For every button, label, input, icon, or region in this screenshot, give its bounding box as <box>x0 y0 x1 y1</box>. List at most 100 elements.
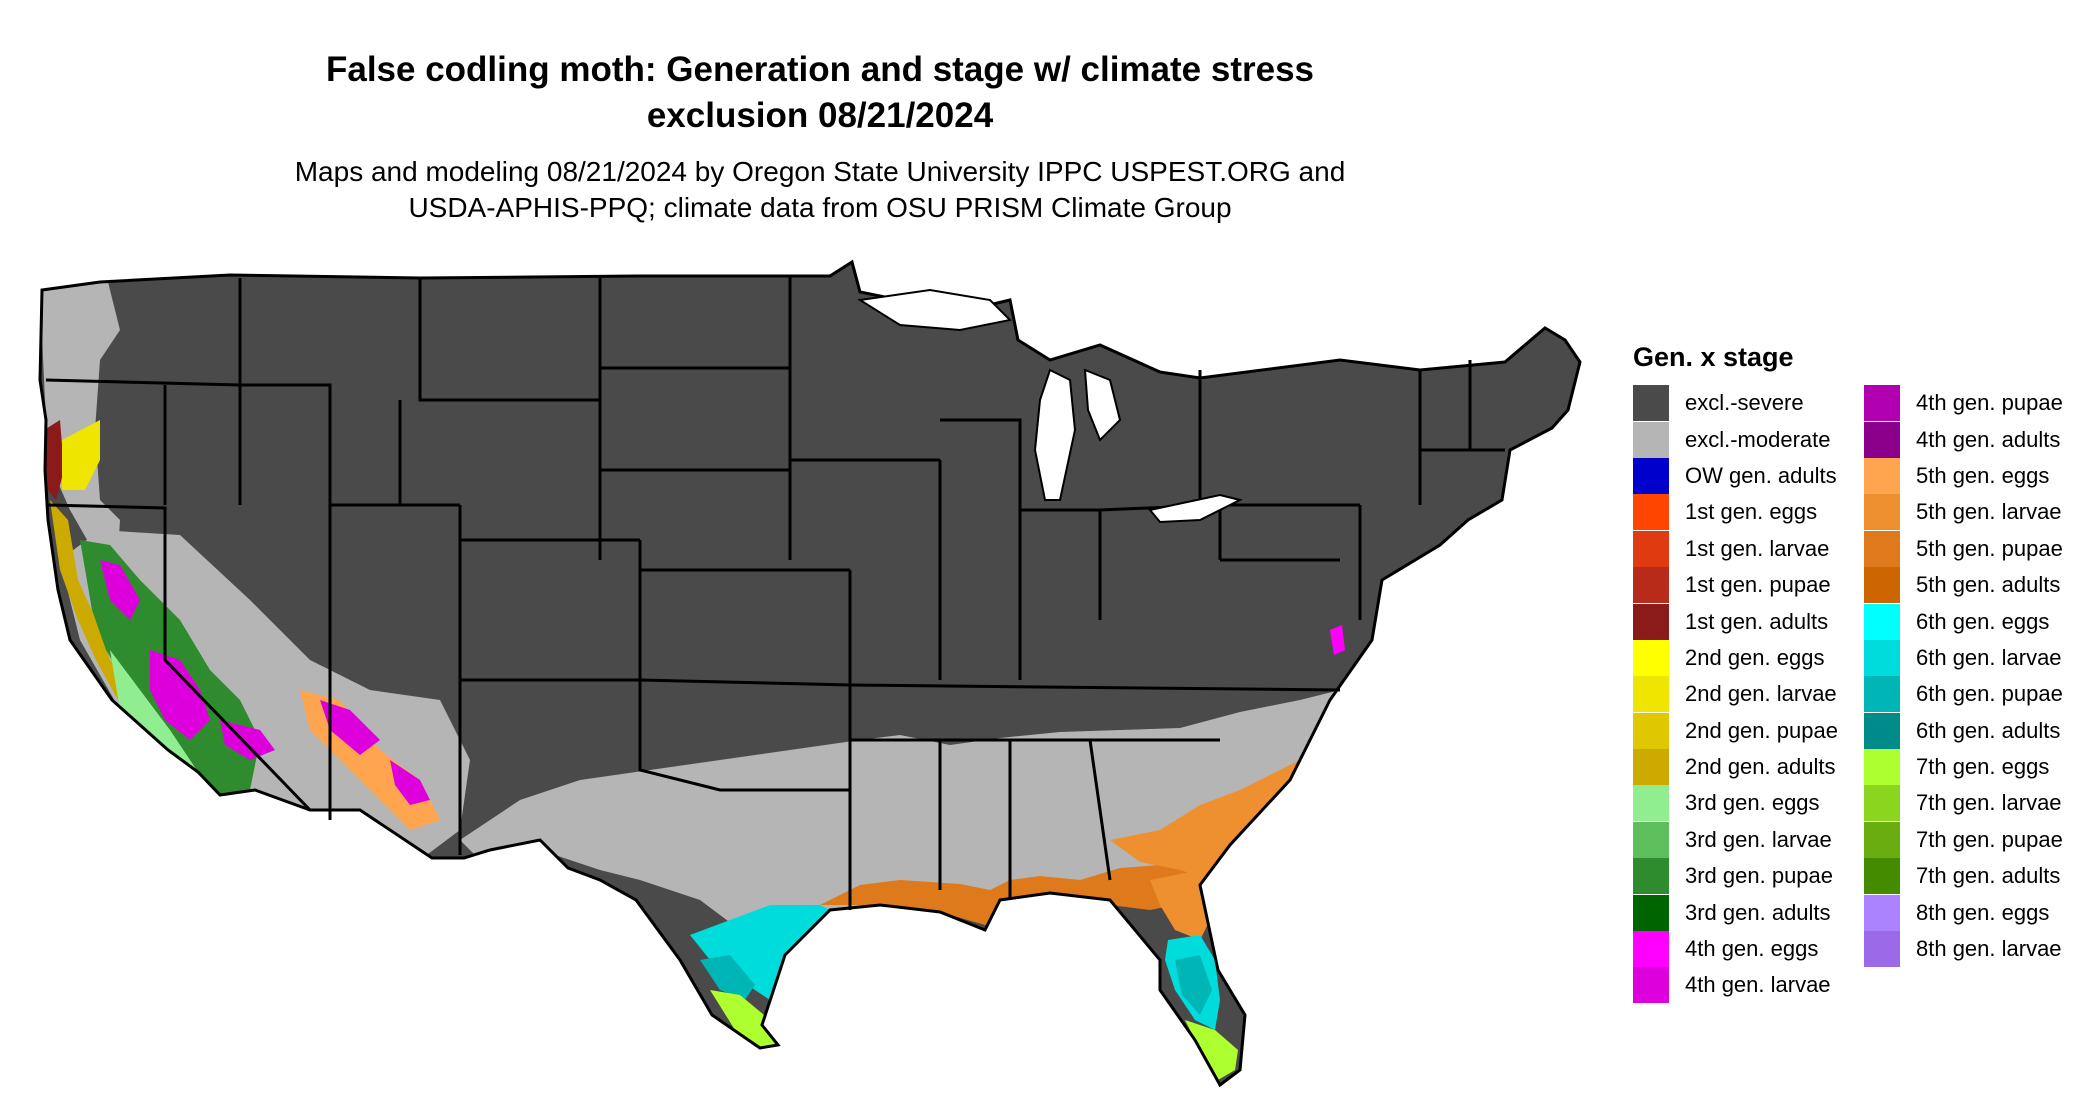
conus-map <box>38 259 1582 1088</box>
zone-gen4-eggs-chesapeake <box>1330 625 1345 655</box>
legend-label: excl.-severe <box>1685 390 1804 416</box>
zone-excl-moderate-south <box>460 690 1362 950</box>
legend-item: excl.-moderate <box>1633 421 1838 458</box>
map-title-line2: exclusion 08/21/2024 <box>646 96 994 135</box>
legend-label: 7th gen. pupae <box>1916 826 2063 852</box>
legend-label: 5th gen. pupae <box>1916 535 2063 561</box>
legend-label: OW gen. adults <box>1685 462 1837 488</box>
legend-swatch <box>1864 676 1900 713</box>
legend-label: 6th gen. pupae <box>1916 681 2063 707</box>
zone-gen3-eggs-ca <box>110 650 200 790</box>
zone-gen4-larvae-sonoran <box>390 760 430 805</box>
legend-swatch <box>1633 603 1669 640</box>
zone-gen5-pupae-gulf <box>820 865 1210 925</box>
legend-swatch <box>1864 785 1900 822</box>
legend-item: 7th gen. adults <box>1864 858 2063 895</box>
zone-gen4-larvae-arizona <box>320 700 380 755</box>
legend-label: 6th gen. adults <box>1916 717 2061 743</box>
legend-label: 5th gen. eggs <box>1916 462 2050 488</box>
legend-swatch <box>1633 567 1669 604</box>
zone-gen4-larvae-central-valley <box>100 560 140 620</box>
legend-label: 2nd gen. adults <box>1685 754 1836 780</box>
legend-item: 6th gen. adults <box>1864 712 2063 749</box>
legend-label: 3rd gen. eggs <box>1685 790 1820 816</box>
legend-label: 4th gen. larvae <box>1685 972 1831 998</box>
legend-swatch <box>1633 457 1669 494</box>
legend-label: excl.-moderate <box>1685 426 1831 452</box>
zone-gen4-larvae-san-joaquin <box>150 650 210 740</box>
legend-label: 5th gen. larvae <box>1916 499 2062 525</box>
legend-swatch <box>1864 894 1900 931</box>
zone-gen5-larvae-southeast <box>1110 760 1310 880</box>
legend-item: 3rd gen. larvae <box>1633 821 1838 858</box>
zone-gen6-pupae-florida <box>1175 955 1212 1015</box>
legend-label: 2nd gen. pupae <box>1685 717 1838 743</box>
legend-swatch <box>1633 676 1669 713</box>
legend-item: 6th gen. pupae <box>1864 676 2063 713</box>
legend-swatch <box>1633 967 1669 1004</box>
legend-label: 3rd gen. pupae <box>1685 863 1834 889</box>
zone-gen1-adults-oregon-coast <box>44 420 64 500</box>
legend-swatch <box>1864 567 1900 604</box>
legend-item: excl.-severe <box>1633 385 1838 422</box>
legend-item: 3rd gen. adults <box>1633 894 1838 931</box>
legend-label: 1st gen. pupae <box>1685 572 1831 598</box>
legend-label: 5th gen. adults <box>1916 572 2061 598</box>
legend-item: 3rd gen. eggs <box>1633 785 1838 822</box>
legend-item: 2nd gen. pupae <box>1633 712 1838 749</box>
zone-gen7-texas-tip <box>710 990 775 1048</box>
lake-michigan <box>1033 368 1077 501</box>
lake-erie <box>1148 493 1243 524</box>
legend-swatch <box>1864 712 1900 749</box>
legend-item: 5th gen. larvae <box>1864 494 2063 531</box>
legend-item: 8th gen. eggs <box>1864 894 2063 931</box>
legend-label: 1st gen. eggs <box>1685 499 1818 525</box>
legend-item: 7th gen. pupae <box>1864 821 2063 858</box>
map-subtitle-line1: Maps and modeling 08/21/2024 by Oregon S… <box>294 156 1346 187</box>
zone-gen2-eggs-oregon <box>62 420 100 490</box>
legend-label: 7th gen. eggs <box>1916 754 2050 780</box>
legend-swatch <box>1633 494 1669 531</box>
legend-label: 2nd gen. larvae <box>1685 681 1837 707</box>
legend-item: 4th gen. adults <box>1864 421 2063 458</box>
legend-swatch <box>1633 385 1669 422</box>
legend-swatch <box>1864 749 1900 786</box>
legend-item: 1st gen. pupae <box>1633 567 1838 604</box>
legend-item: 2nd gen. adults <box>1633 749 1838 786</box>
legend-swatch <box>1633 749 1669 786</box>
legend-swatch <box>1864 494 1900 531</box>
great-lakes <box>857 288 1243 524</box>
legend-swatch <box>1864 457 1900 494</box>
legend-label: 1st gen. adults <box>1685 608 1829 634</box>
legend-label: 2nd gen. eggs <box>1685 644 1825 670</box>
legend-label: 7th gen. adults <box>1916 863 2061 889</box>
legend-item: 1st gen. adults <box>1633 603 1838 640</box>
legend-item: 4th gen. pupae <box>1864 385 2063 422</box>
zone-excl-moderate-pacific <box>40 282 120 555</box>
legend-label: 4th gen. pupae <box>1916 390 2063 416</box>
legend-label: 7th gen. larvae <box>1916 790 2062 816</box>
legend-label: 1st gen. larvae <box>1685 535 1830 561</box>
legend-item: 7th gen. eggs <box>1864 749 2063 786</box>
legend-label: 4th gen. eggs <box>1685 936 1819 962</box>
legend-item: 6th gen. eggs <box>1864 603 2063 640</box>
legend-label: 3rd gen. adults <box>1685 899 1831 925</box>
legend-item: 1st gen. eggs <box>1633 494 1838 531</box>
legend-swatch <box>1633 785 1669 822</box>
map-subtitle-line2: USDA-APHIS-PPQ; climate data from OSU PR… <box>408 192 1232 223</box>
legend-item: 4th gen. larvae <box>1633 967 1838 1004</box>
legend-item: 2nd gen. eggs <box>1633 639 1838 676</box>
legend-label: 3rd gen. larvae <box>1685 826 1832 852</box>
legend-swatch <box>1864 858 1900 895</box>
legend-swatch <box>1864 603 1900 640</box>
legend-column-2: 4th gen. pupae 4th gen. adults 5th gen. eg… <box>1864 385 2063 968</box>
legend-swatch <box>1633 530 1669 567</box>
legend-label: 6th gen. larvae <box>1916 644 2062 670</box>
legend-item: 5th gen. eggs <box>1864 457 2063 494</box>
legend-item: 1st gen. larvae <box>1633 530 1838 567</box>
legend-item: 5th gen. adults <box>1864 567 2063 604</box>
legend-swatch <box>1864 421 1900 458</box>
legend-label: 8th gen. eggs <box>1916 899 2050 925</box>
lake-superior <box>857 288 1013 332</box>
legend-swatch <box>1633 712 1669 749</box>
